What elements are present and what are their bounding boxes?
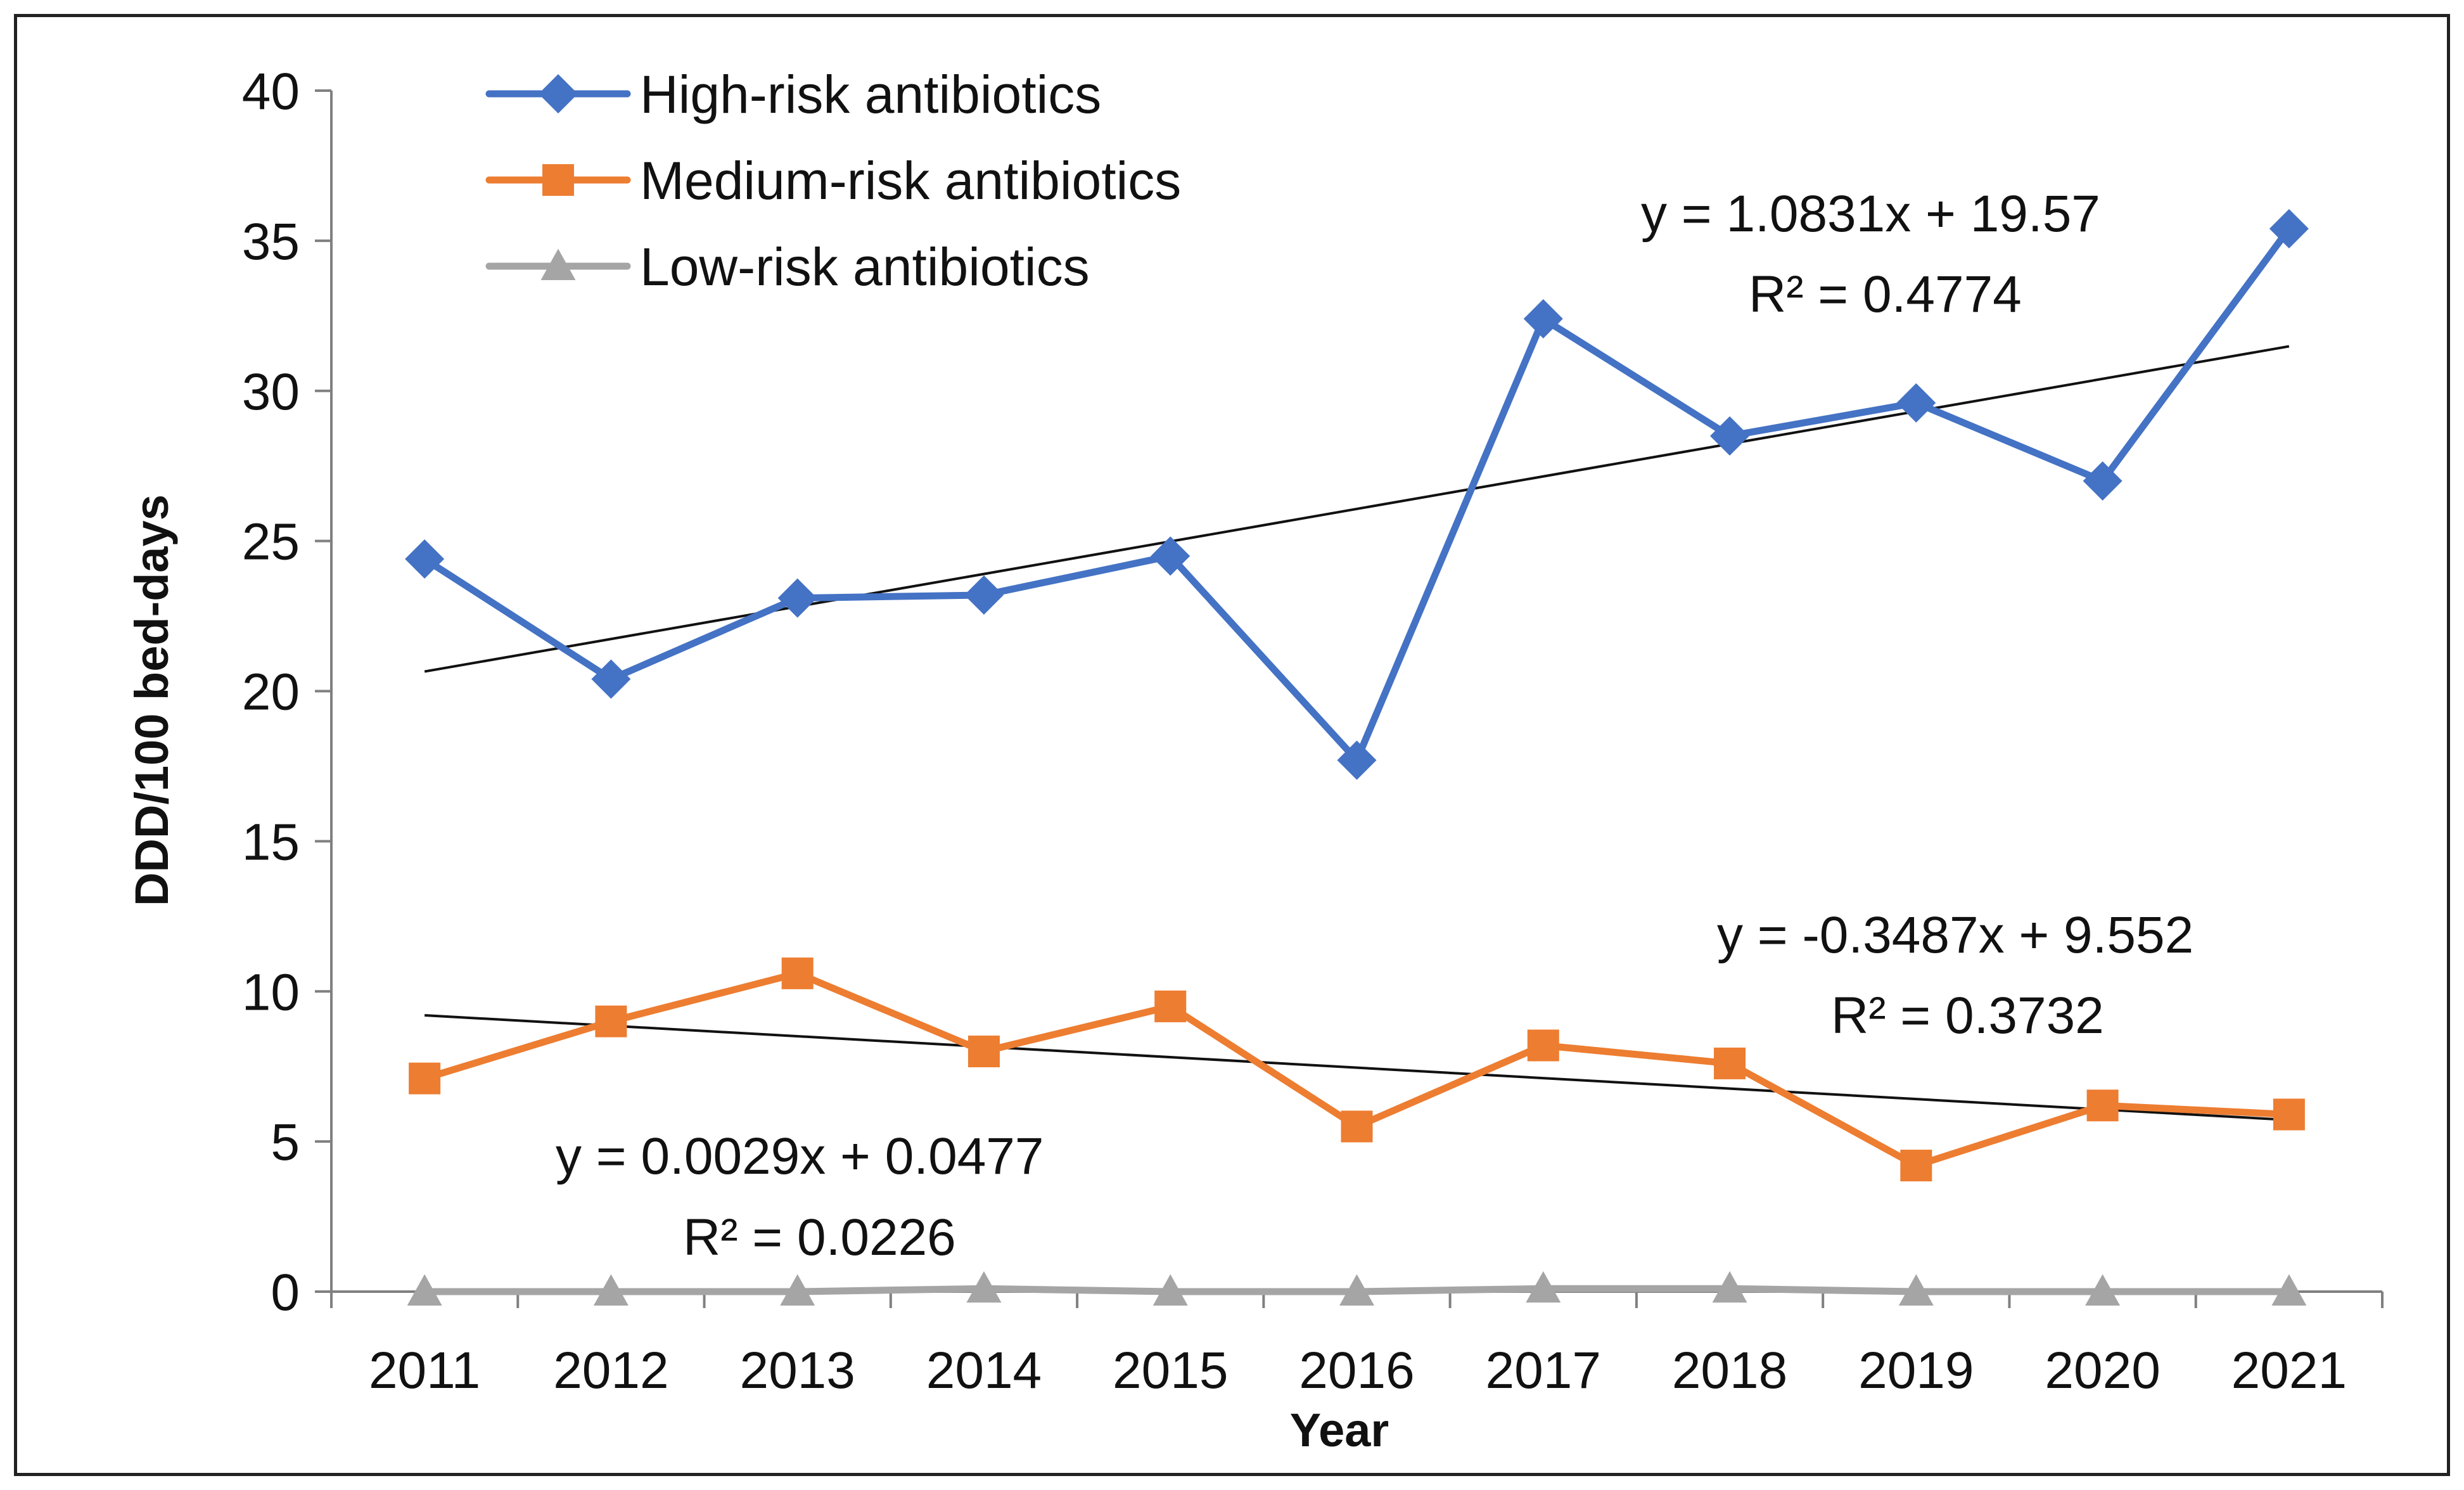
data-point-high-risk-antibiotics — [2269, 209, 2309, 248]
y-tick-label: 15 — [242, 813, 300, 871]
data-series — [405, 209, 2309, 1306]
data-point-medium-risk-antibiotics — [1527, 1029, 1559, 1062]
data-point-high-risk-antibiotics — [405, 539, 445, 579]
data-point-low-risk-antibiotics — [407, 1274, 442, 1306]
y-tick-label: 40 — [242, 63, 300, 120]
medium-risk-r2: R² = 0.3732 — [1831, 987, 2104, 1044]
data-point-low-risk-antibiotics — [593, 1274, 629, 1306]
legend-label-medium-risk-antibiotics: Medium-risk antibiotics — [640, 151, 1181, 210]
data-point-high-risk-antibiotics — [964, 575, 1004, 615]
high-risk-r2: R² = 0.4774 — [1749, 266, 2022, 323]
data-point-medium-risk-antibiotics — [1900, 1150, 1932, 1182]
data-point-low-risk-antibiotics — [780, 1274, 815, 1306]
x-tick-label: 2020 — [2045, 1342, 2160, 1399]
data-point-low-risk-antibiotics — [966, 1271, 1002, 1303]
high-risk-equation: y = 1.0831x + 19.57 — [1641, 185, 2100, 243]
x-tick-label: 2016 — [1299, 1342, 1414, 1399]
data-point-high-risk-antibiotics — [1151, 536, 1191, 576]
trendlines — [424, 345, 2290, 1122]
trendline-medium-risk-antibiotics — [424, 1013, 2289, 1122]
data-point-medium-risk-antibiotics — [2086, 1089, 2119, 1122]
data-point-low-risk-antibiotics — [1898, 1274, 1934, 1306]
series-high-risk-antibiotics — [405, 209, 2309, 780]
data-point-medium-risk-antibiotics — [967, 1036, 1000, 1067]
legend-item-high-risk-antibiotics: High-risk antibiotics — [485, 65, 1101, 124]
data-point-high-risk-antibiotics — [1337, 740, 1377, 780]
x-axis-title: Year — [1290, 1404, 1389, 1456]
legend-marker-low-risk-antibiotics — [540, 248, 576, 280]
x-tick-label: 2018 — [1672, 1342, 1787, 1399]
data-point-low-risk-antibiotics — [1712, 1271, 1747, 1303]
data-point-low-risk-antibiotics — [2271, 1274, 2307, 1306]
data-point-high-risk-antibiotics — [1710, 416, 1750, 456]
legend-label-low-risk-antibiotics: Low-risk antibiotics — [640, 237, 1090, 297]
legend-label-high-risk-antibiotics: High-risk antibiotics — [640, 65, 1101, 124]
data-point-high-risk-antibiotics — [777, 578, 817, 618]
legend-item-low-risk-antibiotics: Low-risk antibiotics — [485, 237, 1090, 297]
trendline-high-risk-antibiotics — [424, 345, 2290, 673]
series-low-risk-antibiotics — [407, 1271, 2307, 1306]
legend-marker-medium-risk-antibiotics — [542, 164, 574, 196]
y-tick-label: 30 — [242, 363, 300, 421]
medium-risk-equation: y = -0.3487x + 9.552 — [1717, 906, 2193, 964]
data-point-medium-risk-antibiotics — [1714, 1047, 1746, 1079]
legend: High-risk antibiotics Medium-risk antibio… — [485, 65, 1181, 297]
x-tick-label: 2012 — [553, 1342, 668, 1399]
x-tick-label: 2014 — [926, 1342, 1042, 1399]
data-point-medium-risk-antibiotics — [595, 1005, 627, 1037]
low-risk-r2: R² = 0.0226 — [683, 1209, 956, 1266]
data-point-medium-risk-antibiotics — [409, 1062, 441, 1095]
data-point-high-risk-antibiotics — [1523, 299, 1563, 339]
x-tick-label: 2013 — [739, 1342, 855, 1399]
y-tick-label: 20 — [242, 664, 300, 721]
data-point-low-risk-antibiotics — [1339, 1274, 1374, 1306]
data-point-medium-risk-antibiotics — [1341, 1110, 1373, 1143]
data-point-high-risk-antibiotics — [1896, 383, 1936, 423]
x-tick-label: 2017 — [1486, 1342, 1601, 1399]
y-tick-label: 10 — [242, 963, 300, 1021]
x-tick-label: 2015 — [1113, 1342, 1228, 1399]
data-point-medium-risk-antibiotics — [1154, 990, 1187, 1022]
data-point-low-risk-antibiotics — [1152, 1274, 1188, 1306]
legend-marker-high-risk-antibiotics — [539, 74, 578, 113]
data-point-medium-risk-antibiotics — [2273, 1098, 2305, 1131]
y-tick-label: 0 — [271, 1264, 300, 1321]
data-point-high-risk-antibiotics — [591, 659, 631, 699]
data-point-low-risk-antibiotics — [1526, 1271, 1561, 1303]
data-point-high-risk-antibiotics — [2083, 461, 2122, 501]
y-tick-label: 35 — [242, 213, 300, 271]
legend-item-medium-risk-antibiotics: Medium-risk antibiotics — [485, 151, 1181, 210]
chart-frame — [14, 14, 2450, 1476]
low-risk-equation: y = 0.0029x + 0.0477 — [556, 1127, 1044, 1185]
x-tick-label: 2019 — [1858, 1342, 1974, 1399]
x-tick-label: 2021 — [2231, 1342, 2347, 1399]
data-point-medium-risk-antibiotics — [781, 957, 814, 989]
y-axis-title: DDD/100 bed-days — [125, 494, 178, 906]
data-point-low-risk-antibiotics — [2085, 1274, 2121, 1306]
series-medium-risk-antibiotics — [409, 957, 2305, 1182]
y-tick-label: 5 — [271, 1114, 300, 1171]
y-tick-label: 25 — [242, 513, 300, 571]
x-tick-label: 2011 — [369, 1342, 480, 1399]
